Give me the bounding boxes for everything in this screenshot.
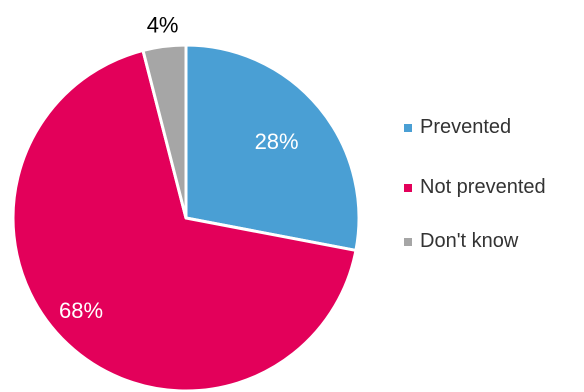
legend-swatch-not-prevented [404, 184, 412, 192]
slice-label-not-prevented: 68% [59, 298, 103, 323]
legend-label-dont-know: Don't know [420, 230, 519, 252]
legend-label-not-prevented: Not prevented [420, 176, 546, 198]
legend-item-dont-know: Don't know [402, 228, 582, 256]
legend-item-prevented: Prevented [402, 114, 582, 142]
legend-label-prevented: Prevented [420, 116, 512, 138]
slice-labels: 28% 68% 4% [59, 12, 299, 323]
slice-label-prevented: 28% [255, 129, 299, 154]
legend-swatch-prevented [404, 124, 412, 132]
legend-item-not-prevented: Not prevented [402, 174, 582, 202]
pie-slice-not-prevented [11, 48, 358, 392]
legend-swatch-dont-know [404, 238, 412, 246]
pie-slices [11, 43, 361, 392]
slice-label-dont-know: 4% [147, 12, 179, 37]
pie-slice-prevented [184, 43, 361, 252]
pie-slice-dont-know [141, 43, 188, 220]
